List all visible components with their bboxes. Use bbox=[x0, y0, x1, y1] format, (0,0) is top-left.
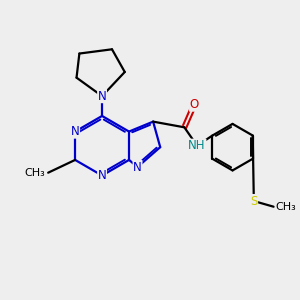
Text: S: S bbox=[250, 195, 257, 208]
Text: N: N bbox=[98, 90, 106, 103]
Text: N: N bbox=[133, 160, 142, 173]
Text: CH₃: CH₃ bbox=[275, 202, 296, 212]
Text: N: N bbox=[98, 169, 106, 182]
Text: NH: NH bbox=[188, 139, 206, 152]
Text: N: N bbox=[71, 125, 80, 138]
Text: O: O bbox=[190, 98, 199, 111]
Text: CH₃: CH₃ bbox=[25, 168, 45, 178]
